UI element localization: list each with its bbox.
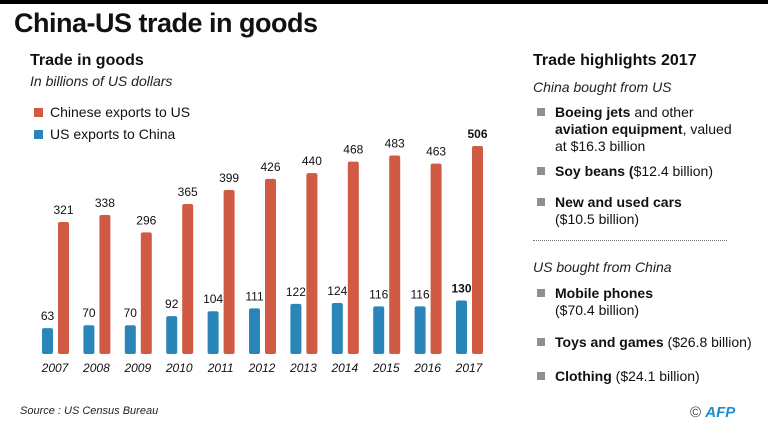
data-label: 104	[203, 292, 223, 306]
highlight-boeing: Boeing jets and other aviation equipment…	[537, 104, 735, 155]
data-label: 483	[385, 136, 405, 150]
bar-us-exports-2007	[42, 328, 53, 354]
bar-us-exports-2013	[290, 303, 302, 354]
data-label: 365	[178, 185, 198, 199]
afp-logo: AFP	[705, 404, 736, 421]
bar-chinese-exports-2007	[58, 222, 69, 354]
legend-label: Chinese exports to US	[50, 104, 191, 120]
legend-us-exports: US exports to China	[34, 126, 175, 142]
x-tick-label: 2009	[123, 361, 151, 375]
top-bar	[0, 0, 768, 4]
highlights-title: Trade highlights 2017	[533, 52, 697, 69]
bar-chinese-exports-2011	[223, 189, 235, 354]
bar-chinese-exports-2009	[140, 232, 152, 354]
bullet-icon	[537, 198, 545, 206]
x-tick-label: 2011	[207, 361, 234, 375]
bar-chinese-exports-2008	[99, 215, 111, 354]
bullet-icon	[537, 338, 545, 346]
data-label: 122	[286, 285, 306, 299]
copyright-symbol: ©	[690, 404, 702, 421]
bar-us-exports-2014	[331, 303, 343, 354]
legend-chinese-exports: Chinese exports to US	[34, 104, 190, 120]
legend-label: US exports to China	[50, 126, 176, 142]
data-label: 111	[245, 289, 264, 303]
bar-chinese-exports-2013	[306, 173, 318, 354]
data-label: 399	[219, 171, 239, 185]
highlight-phones: Mobile phones ($70.4 billion)	[537, 285, 653, 319]
bar-chinese-exports-2010	[182, 203, 194, 354]
data-label: 124	[327, 284, 347, 298]
x-tick-label: 2008	[82, 361, 110, 375]
data-label: 92	[165, 297, 179, 311]
legend-swatch-red	[34, 107, 43, 117]
bar-us-exports-2017	[456, 300, 467, 354]
bar-us-exports-2012	[249, 308, 260, 354]
x-tick-label: 2012	[248, 361, 276, 375]
data-label: 426	[260, 160, 280, 174]
data-label: 130	[451, 282, 471, 296]
china-bought-label: China bought from US	[533, 79, 672, 95]
highlight-clothing: Clothing ($24.1 billion)	[537, 368, 700, 385]
bar-chart: 63 321 2007 70 338 2008 70 296 2009 92 365 2010 104 3…	[41, 127, 488, 375]
source-note: Source : US Census Bureau	[20, 405, 159, 417]
bar-chinese-exports-2012	[265, 178, 276, 354]
x-tick-label: 2015	[372, 361, 400, 375]
bar-chinese-exports-2017	[472, 146, 483, 354]
bar-us-exports-2015	[373, 306, 385, 354]
legend-swatch-blue	[34, 129, 43, 139]
data-label: 116	[369, 287, 388, 301]
chart-subtitle: In billions of US dollars	[30, 73, 173, 89]
bar-chinese-exports-2014	[347, 161, 359, 354]
bar-us-exports-2008	[83, 325, 95, 354]
afp-credit: © AFP	[690, 404, 735, 421]
bar-us-exports-2011	[207, 311, 219, 354]
bar-us-exports-2016	[414, 306, 426, 354]
bar-chinese-exports-2016	[430, 163, 442, 354]
data-label: 70	[124, 306, 138, 320]
x-tick-label: 2014	[330, 361, 358, 375]
data-label: 440	[302, 154, 322, 168]
data-label: 116	[411, 287, 430, 301]
bullet-icon	[537, 289, 545, 297]
bar-chinese-exports-2015	[389, 155, 401, 354]
bullet-icon	[537, 372, 545, 380]
us-bought-label: US bought from China	[533, 259, 672, 275]
x-tick-label: 2013	[289, 361, 317, 375]
data-label: 506	[467, 127, 487, 141]
data-label: 296	[136, 213, 156, 227]
divider	[533, 240, 727, 241]
x-tick-label: 2010	[165, 361, 193, 375]
highlight-toys: Toys and games ($26.8 billion)	[537, 334, 752, 351]
data-label: 321	[53, 203, 73, 217]
data-label: 70	[82, 306, 96, 320]
page-title: China-US trade in goods	[14, 8, 318, 38]
highlight-soy: Soy beans ($12.4 billion)	[537, 163, 713, 180]
bullet-icon	[537, 108, 545, 116]
bullet-icon	[537, 167, 545, 175]
x-tick-label: 2017	[455, 361, 484, 375]
bar-us-exports-2009	[124, 325, 136, 354]
data-label: 63	[41, 309, 55, 323]
x-tick-label: 2016	[413, 361, 441, 375]
data-label: 338	[95, 196, 115, 210]
chart-title: Trade in goods	[30, 52, 144, 69]
data-label: 463	[426, 145, 446, 159]
highlight-cars: New and used cars ($10.5 billion)	[537, 194, 682, 228]
data-label: 468	[343, 143, 363, 157]
bar-us-exports-2010	[166, 316, 178, 354]
x-tick-label: 2007	[41, 361, 70, 375]
